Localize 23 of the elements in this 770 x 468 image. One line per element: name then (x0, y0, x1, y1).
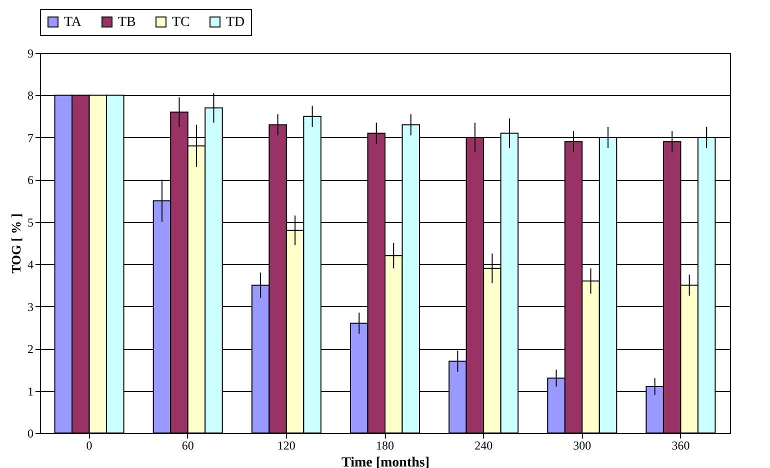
x-tick-label: 120 (277, 438, 296, 452)
y-tick-label: 1 (28, 384, 34, 398)
y-tick-label: 4 (28, 258, 34, 272)
y-tick-label: 6 (28, 173, 34, 188)
y-tick-label: 2 (28, 342, 34, 356)
x-tick-label: 240 (474, 438, 493, 452)
x-tick-label: 360 (672, 438, 690, 452)
y-tick-label: 9 (28, 46, 34, 60)
x-tick-label: 60 (182, 438, 194, 452)
legend-label: TC (172, 15, 190, 30)
x-tick-label: 300 (573, 438, 592, 452)
legend-label: TD (226, 15, 245, 30)
legend-label: TA (64, 15, 82, 30)
x-axis-title: Time [months] (341, 456, 430, 468)
y-tick-label: 7 (28, 130, 34, 145)
x-tick-label: 0 (86, 438, 92, 452)
legend-label: TB (118, 15, 136, 30)
y-axis-title: TOG [ % ] (8, 213, 24, 274)
y-tick-label: 8 (28, 88, 34, 103)
x-tick-label: 180 (376, 438, 394, 452)
y-tick-label: 3 (28, 300, 34, 314)
y-tick-label: 0 (28, 426, 34, 440)
y-tick-label: 5 (28, 215, 34, 230)
